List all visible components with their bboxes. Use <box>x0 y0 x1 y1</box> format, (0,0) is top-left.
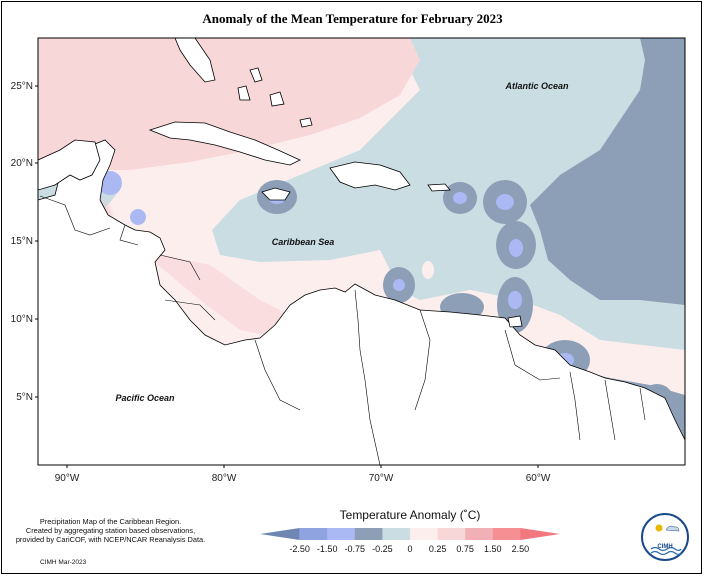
legend-tick-label: -2.50 <box>289 544 310 554</box>
legend-tick-label: 0.25 <box>428 544 447 554</box>
legend-tick-label: 0.75 <box>456 544 474 554</box>
lon-label-90: 90°W <box>55 473 80 484</box>
cimh-logo-icon <box>650 524 682 556</box>
credit-line-1: Precipitation Map of the Caribbean Regio… <box>39 517 182 526</box>
lon-label-80: 80°W <box>212 473 237 484</box>
cimh-logo: CIMH <box>641 513 689 561</box>
legend-tick-label: 1.50 <box>484 544 502 554</box>
cimh-logo-text: CIMH <box>657 544 673 550</box>
legend-tick-label: 0 <box>407 544 413 554</box>
color-bar-segment <box>520 528 560 540</box>
color-bar-segment <box>382 528 411 540</box>
country-borders <box>39 195 646 465</box>
color-bar-segment <box>465 528 494 540</box>
color-bar-segment <box>410 528 439 540</box>
lat-label-10: 10°N <box>11 314 33 325</box>
anomaly-field <box>38 38 685 465</box>
map-border <box>37 37 686 466</box>
field-pink-north <box>38 38 420 170</box>
credit-signature: CIMH Mar-2023 <box>40 559 87 566</box>
color-bar <box>260 528 560 540</box>
legend-tick-label: -1.50 <box>316 544 338 554</box>
lon-label-60: 60°W <box>526 473 551 484</box>
color-bar-segment <box>299 528 328 540</box>
color-bar-segment <box>327 528 356 540</box>
label-atlantic-ocean: Atlantic Ocean <box>504 81 569 91</box>
credit-line-3: provided by CariCOF, with NCEP/NCAR Rean… <box>15 535 206 544</box>
label-pacific-ocean: Pacific Ocean <box>115 393 175 403</box>
legend-tick-label: -0.75 <box>344 544 366 554</box>
map-title: Anomaly of the Mean Temperature for Febr… <box>202 11 503 26</box>
lat-axis: 25°N 20°N 15°N 10°N 5°N <box>11 81 38 403</box>
color-bar-segment <box>260 528 300 540</box>
lat-label-25: 25°N <box>11 81 33 92</box>
color-bar-segment <box>492 528 521 540</box>
lat-label-20: 20°N <box>11 158 33 169</box>
legend-tick-label: 2.50 <box>511 544 530 554</box>
credit-text: Precipitation Map of the Caribbean Regio… <box>8 517 213 544</box>
landmass <box>38 38 685 465</box>
lat-label-5: 5°N <box>16 392 33 403</box>
label-caribbean-sea: Caribbean Sea <box>272 237 335 247</box>
color-bar-segment <box>354 528 383 540</box>
color-bar-segment <box>437 528 466 540</box>
legend-tick-label: -0.25 <box>372 544 393 554</box>
lon-label-70: 70°W <box>369 473 394 484</box>
field-dark-blue-atlantic <box>530 38 685 305</box>
legend-title: Temperature Anomaly (˚C) <box>339 508 481 522</box>
lon-axis: 90°W 80°W 70°W 60°W <box>55 465 551 484</box>
lat-label-15: 15°N <box>11 236 33 247</box>
credit-line-2: Created by aggregating station based obs… <box>25 526 196 535</box>
